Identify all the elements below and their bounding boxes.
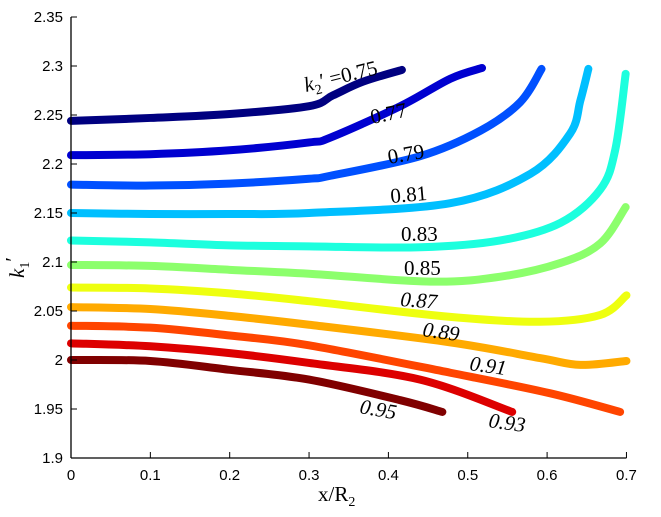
series-line-0.89 — [67, 303, 631, 369]
y-axis-label: k1′ — [1, 257, 33, 278]
x-tick-label: 0.7 — [616, 467, 637, 484]
series-line-0.77 — [67, 63, 487, 160]
x-tick-label: 0.3 — [299, 467, 320, 484]
series-line-0.93 — [67, 339, 517, 416]
x-axis-label: x/R2 — [318, 482, 355, 510]
y-tick-label: 1.95 — [34, 401, 63, 418]
curve-label-0.91: 0.91 — [468, 351, 508, 380]
curve-label-0.95: 0.95 — [358, 394, 398, 424]
curve-label-0.87: 0.87 — [400, 287, 440, 314]
curves — [67, 63, 631, 416]
curve-label-0.83: 0.83 — [401, 222, 438, 246]
y-tick-label: 2.35 — [34, 9, 63, 26]
curve-label-0.93: 0.93 — [487, 408, 527, 437]
y-tick-label: 2.15 — [34, 205, 63, 222]
y-tick-label: 1.9 — [42, 450, 63, 467]
x-tick-label: 0 — [67, 467, 75, 484]
curve-label-0.81: 0.81 — [389, 181, 428, 208]
x-tick-label: 0.4 — [378, 467, 399, 484]
y-tick-label: 2 — [55, 352, 63, 369]
curve-label-0.89: 0.89 — [421, 317, 461, 346]
series-line-0.75 — [67, 65, 406, 125]
y-tick-label: 2.2 — [42, 156, 63, 173]
series-line-0.91 — [67, 321, 625, 416]
x-tick-label: 0.2 — [219, 467, 240, 484]
y-tick-label: 2.1 — [42, 254, 63, 271]
y-tick-label: 2.3 — [42, 58, 63, 75]
curve-label-0.75: k2′ =0.75 — [301, 55, 380, 100]
series-line-0.83 — [67, 69, 630, 252]
x-tick-label: 0.1 — [140, 467, 161, 484]
series-line-0.87 — [67, 283, 631, 326]
curve-label-0.79: 0.79 — [386, 139, 426, 169]
y-tick-label: 2.05 — [34, 303, 63, 320]
series-line-0.85 — [67, 203, 630, 286]
x-tick-label: 0.5 — [457, 467, 478, 484]
curve-label-0.85: 0.85 — [404, 256, 441, 280]
series-line-0.81 — [67, 64, 593, 219]
axes: 0 0.1 0.2 0.3 0.4 0.5 0.6 0.7 1.9 1.95 2 2.05 2.1 2.1… — [34, 9, 637, 484]
curve-label-0.77: 0.77 — [368, 98, 409, 129]
series-line-0.95 — [67, 355, 447, 416]
y-tick-label: 2.25 — [34, 107, 63, 124]
x-tick-label: 0.6 — [537, 467, 558, 484]
series-line-0.79 — [67, 64, 546, 190]
